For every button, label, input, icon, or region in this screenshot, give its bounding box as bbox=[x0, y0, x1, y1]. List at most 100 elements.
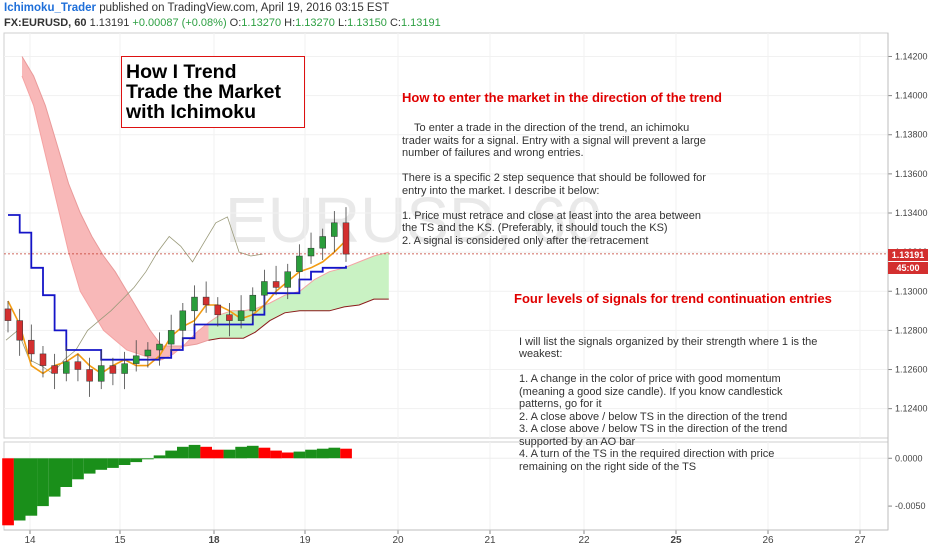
candle-bullish bbox=[63, 361, 70, 374]
candle-bearish bbox=[342, 222, 350, 255]
candle-bullish bbox=[319, 236, 326, 249]
ao-bar-green bbox=[95, 458, 108, 470]
ao-bar-green bbox=[13, 458, 26, 521]
ao-tick-label: -0.0050 bbox=[895, 501, 926, 511]
candle-bearish bbox=[272, 281, 280, 288]
candle-bearish bbox=[74, 361, 82, 370]
countdown-tag: 45:00 bbox=[888, 262, 928, 274]
x-tick-label: 19 bbox=[299, 535, 311, 546]
y-tick-label: 1.12600 bbox=[895, 365, 928, 375]
ao-bar-green bbox=[142, 458, 154, 460]
ao-bar-green bbox=[165, 450, 177, 459]
ao-bar-green bbox=[188, 444, 201, 459]
ao-bar-red bbox=[212, 449, 224, 459]
title-box: How I Trend Trade the Market with Ichimo… bbox=[121, 56, 305, 128]
candle-bullish bbox=[284, 271, 291, 288]
ao-bar-green bbox=[25, 458, 38, 516]
cloud-bearish bbox=[22, 56, 209, 360]
close-value: 1.13191 bbox=[400, 17, 441, 29]
y-tick-label: 1.13800 bbox=[895, 130, 928, 140]
y-tick-label: 1.13400 bbox=[895, 208, 928, 218]
x-tick-label: 18 bbox=[208, 535, 220, 546]
y-tick-label: 1.13000 bbox=[895, 286, 928, 296]
candle-bearish bbox=[202, 296, 210, 306]
candle-bearish bbox=[39, 353, 47, 366]
ao-bar-green bbox=[316, 448, 329, 459]
candle-bearish bbox=[51, 365, 58, 374]
senkou-b-line bbox=[21, 56, 209, 347]
ao-bar-red bbox=[258, 447, 271, 459]
note-signals: Four levels of signals for trend continu… bbox=[514, 268, 832, 498]
x-tick-label: 15 bbox=[114, 535, 126, 546]
ao-tick-label: 0.0000 bbox=[895, 453, 923, 463]
ao-bar-green bbox=[72, 458, 84, 480]
ao-bar-green bbox=[60, 458, 73, 487]
candle-bearish bbox=[4, 308, 12, 321]
x-tick-label: 20 bbox=[392, 535, 404, 546]
chikou-line bbox=[5, 216, 263, 374]
x-tick-label: 14 bbox=[24, 535, 36, 546]
ao-bar-green bbox=[223, 449, 236, 459]
ao-bar-green bbox=[130, 458, 143, 463]
high-label: H: bbox=[284, 17, 296, 29]
candle-bullish bbox=[307, 247, 315, 257]
candle-bullish bbox=[179, 310, 187, 331]
candle-bullish bbox=[97, 365, 105, 382]
ao-bar-green bbox=[246, 445, 259, 459]
ao-bar-red bbox=[270, 450, 282, 459]
open-label: O: bbox=[229, 17, 242, 29]
candle-bullish bbox=[249, 294, 257, 312]
candle-bearish bbox=[28, 339, 35, 355]
candle-bearish bbox=[109, 365, 117, 374]
author-link[interactable]: Ichimoku_Trader bbox=[4, 2, 97, 14]
candle-bullish bbox=[132, 355, 140, 364]
ao-bar-green bbox=[305, 449, 317, 459]
ao-bar-green bbox=[328, 447, 341, 459]
candle-bearish bbox=[226, 314, 233, 321]
price-change: +0.00087 (+0.08%) bbox=[132, 17, 227, 29]
publish-line: Ichimoku_Trader published on TradingView… bbox=[4, 2, 389, 14]
y-tick-label: 1.13600 bbox=[895, 169, 928, 179]
candle-bullish bbox=[331, 222, 338, 237]
y-tick-label: 1.12800 bbox=[895, 325, 928, 335]
candle-bullish bbox=[167, 330, 175, 345]
note-entry: How to enter the market in the direction… bbox=[402, 67, 722, 260]
y-tick-label: 1.14000 bbox=[895, 91, 928, 101]
x-tick-label: 26 bbox=[762, 535, 774, 546]
ao-bar-red bbox=[2, 458, 14, 526]
candle-bullish bbox=[121, 363, 128, 374]
publish-info: published on TradingView.com, April 19, … bbox=[99, 2, 390, 14]
ao-bar-green bbox=[153, 455, 166, 459]
ao-bar-green bbox=[107, 458, 119, 468]
candle-bullish bbox=[296, 255, 303, 272]
candle-bullish bbox=[237, 310, 245, 321]
candle-bearish bbox=[214, 304, 222, 316]
x-tick-label: 27 bbox=[854, 535, 866, 546]
candle-bullish bbox=[156, 343, 163, 351]
ao-bar-red bbox=[281, 452, 294, 459]
high-value: 1.13270 bbox=[295, 17, 335, 29]
ao-bar-green bbox=[118, 458, 131, 465]
candle-bullish bbox=[191, 296, 198, 312]
close-label: C: bbox=[389, 17, 401, 29]
symbol-label: FX:EURUSD, 60 bbox=[4, 17, 87, 29]
low-value: 1.13150 bbox=[347, 17, 387, 29]
symbol-line: FX:EURUSD, 60 1.13191 +0.00087 (+0.08%) … bbox=[4, 17, 441, 29]
last-price: 1.13191 bbox=[89, 17, 130, 29]
candle-bullish bbox=[261, 281, 268, 296]
last-price-tag: 1.13191 bbox=[888, 249, 928, 261]
ao-bar-green bbox=[293, 451, 306, 459]
y-tick-label: 1.12400 bbox=[895, 404, 928, 414]
senkou-b-line bbox=[208, 298, 389, 341]
candle-bearish bbox=[16, 320, 23, 341]
ao-bar-red bbox=[200, 446, 212, 459]
ao-bar-green bbox=[37, 458, 49, 507]
ao-bar-green bbox=[235, 446, 247, 459]
watermark: EURUSD, 60 bbox=[225, 184, 602, 256]
candle-bearish bbox=[86, 369, 93, 382]
low-label: L: bbox=[337, 17, 348, 29]
note-entry-body: To enter a trade in the direction of the… bbox=[402, 122, 706, 247]
x-tick-label: 21 bbox=[484, 535, 496, 546]
